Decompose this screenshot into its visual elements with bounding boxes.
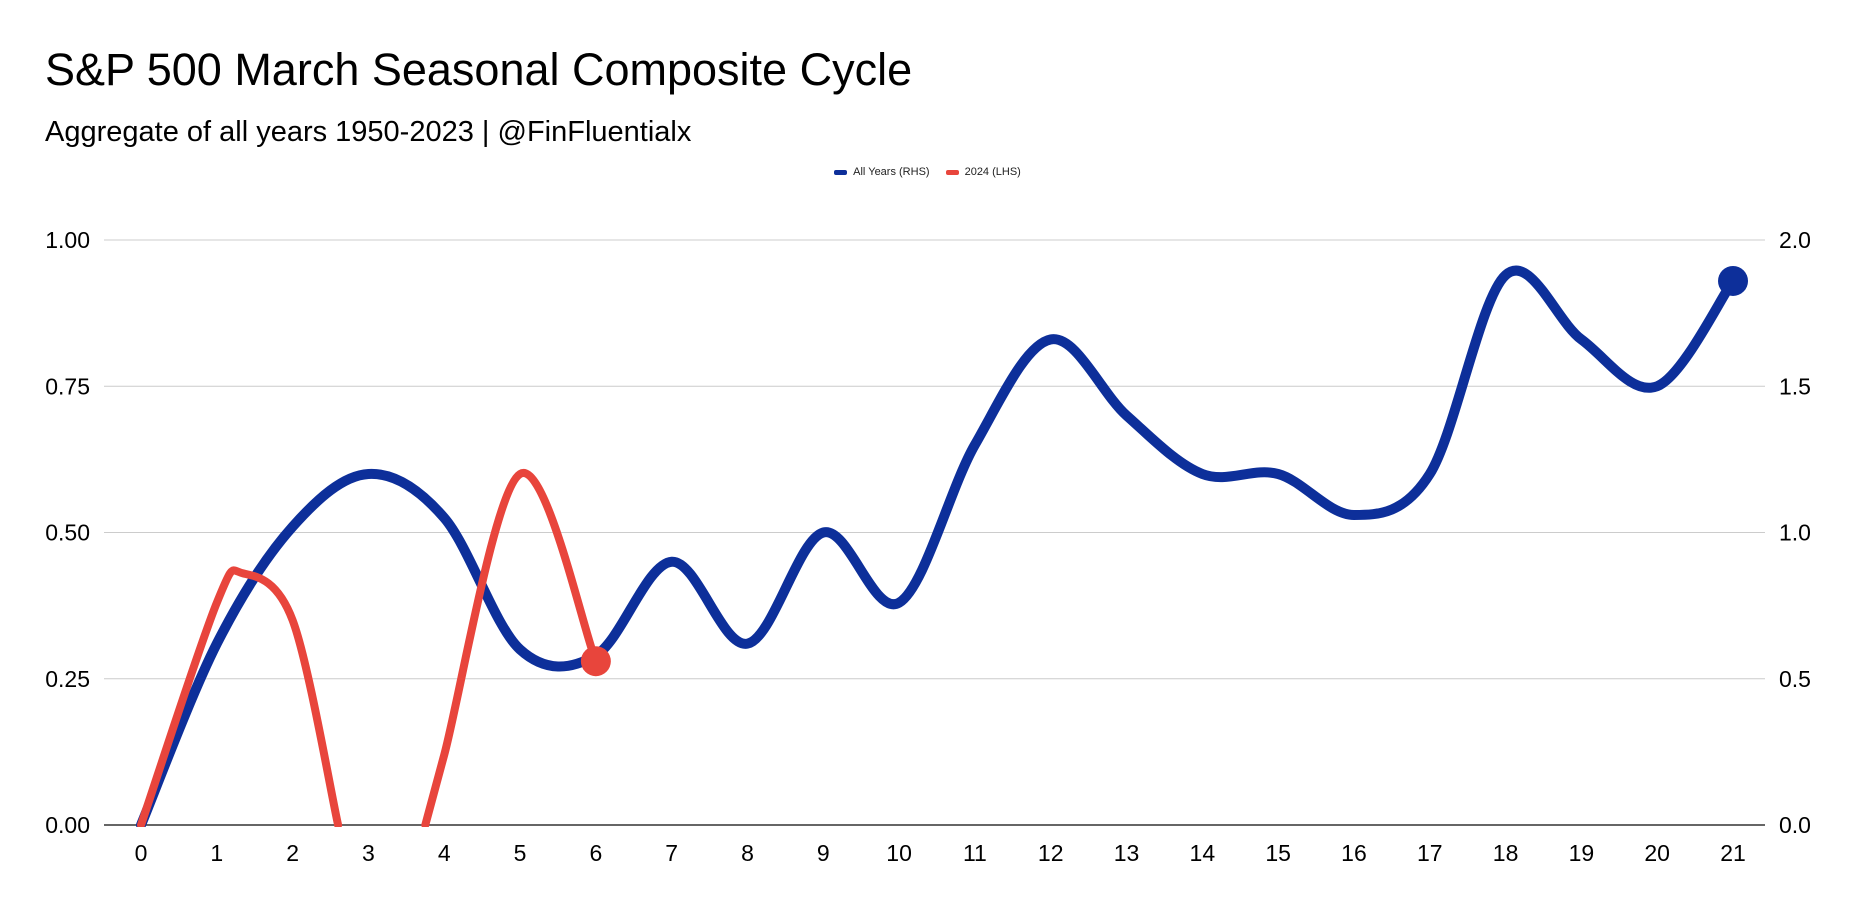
legend-label-2024: 2024 (LHS) bbox=[964, 166, 1021, 178]
y-left-tick-label: 1.00 bbox=[45, 227, 90, 253]
x-tick-label: 6 bbox=[589, 840, 602, 866]
chart-title: S&P 500 March Seasonal Composite Cycle bbox=[45, 44, 913, 95]
legend-swatch-2024 bbox=[945, 169, 959, 175]
series-line-2024-segment bbox=[421, 469, 600, 827]
x-tick-label: 1 bbox=[210, 840, 223, 866]
y-left-tick-label: 0.25 bbox=[45, 666, 90, 692]
legend-item-all-years: All Years (RHS) bbox=[834, 166, 930, 178]
x-tick-label: 21 bbox=[1720, 840, 1746, 866]
legend-swatch-all-years bbox=[834, 169, 848, 175]
y-left-tick-label: 0.75 bbox=[45, 373, 90, 399]
series-end-marker-2024 bbox=[580, 646, 611, 677]
y-right-tick-label: 1.0 bbox=[1779, 520, 1811, 546]
x-tick-label: 19 bbox=[1569, 840, 1595, 866]
y-left-tick-label: 0.00 bbox=[45, 812, 90, 838]
x-tick-label: 18 bbox=[1493, 840, 1519, 866]
x-tick-label: 8 bbox=[741, 840, 754, 866]
x-tick-label: 17 bbox=[1417, 840, 1443, 866]
x-tick-label: 13 bbox=[1114, 840, 1140, 866]
y-right-tick-label: 1.5 bbox=[1779, 373, 1811, 399]
x-tick-label: 9 bbox=[817, 840, 830, 866]
x-tick-label: 2 bbox=[286, 840, 299, 866]
x-tick-label: 4 bbox=[438, 840, 451, 866]
x-tick-label: 5 bbox=[514, 840, 527, 866]
x-tick-label: 10 bbox=[886, 840, 912, 866]
y-right-tick-label: 0.5 bbox=[1779, 666, 1811, 692]
x-tick-label: 16 bbox=[1341, 840, 1367, 866]
y-right-tick-label: 2.0 bbox=[1779, 227, 1811, 253]
y-right-tick-label: 0.0 bbox=[1779, 812, 1811, 838]
x-tick-label: 14 bbox=[1190, 840, 1216, 866]
legend-item-2024: 2024 (LHS) bbox=[945, 166, 1021, 178]
x-tick-label: 12 bbox=[1038, 840, 1064, 866]
x-tick-label: 20 bbox=[1644, 840, 1670, 866]
chart-subtitle: Aggregate of all years 1950-2023 | @FinF… bbox=[45, 116, 692, 148]
series-line-2024-segment bbox=[137, 566, 343, 827]
legend-label-all-years: All Years (RHS) bbox=[853, 166, 930, 178]
x-tick-label: 3 bbox=[362, 840, 375, 866]
x-tick-label: 0 bbox=[135, 840, 148, 866]
series-line-all-years bbox=[136, 265, 1739, 827]
y-left-tick-label: 0.50 bbox=[45, 520, 90, 546]
x-tick-label: 11 bbox=[963, 840, 987, 866]
x-tick-label: 15 bbox=[1265, 840, 1291, 866]
x-tick-label: 7 bbox=[665, 840, 678, 866]
chart-legend: All Years (RHS) 2024 (LHS) bbox=[0, 166, 1855, 178]
series-end-marker-all-years bbox=[1718, 265, 1749, 296]
